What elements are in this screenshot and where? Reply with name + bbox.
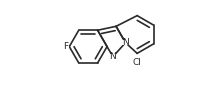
Bar bbox=[63, 43, 69, 50]
Bar bbox=[109, 54, 116, 60]
Bar bbox=[122, 40, 129, 45]
Text: N: N bbox=[109, 52, 116, 61]
Text: N: N bbox=[122, 38, 129, 47]
Bar bbox=[130, 56, 145, 64]
Text: F: F bbox=[63, 42, 68, 51]
Text: Cl: Cl bbox=[133, 58, 142, 67]
